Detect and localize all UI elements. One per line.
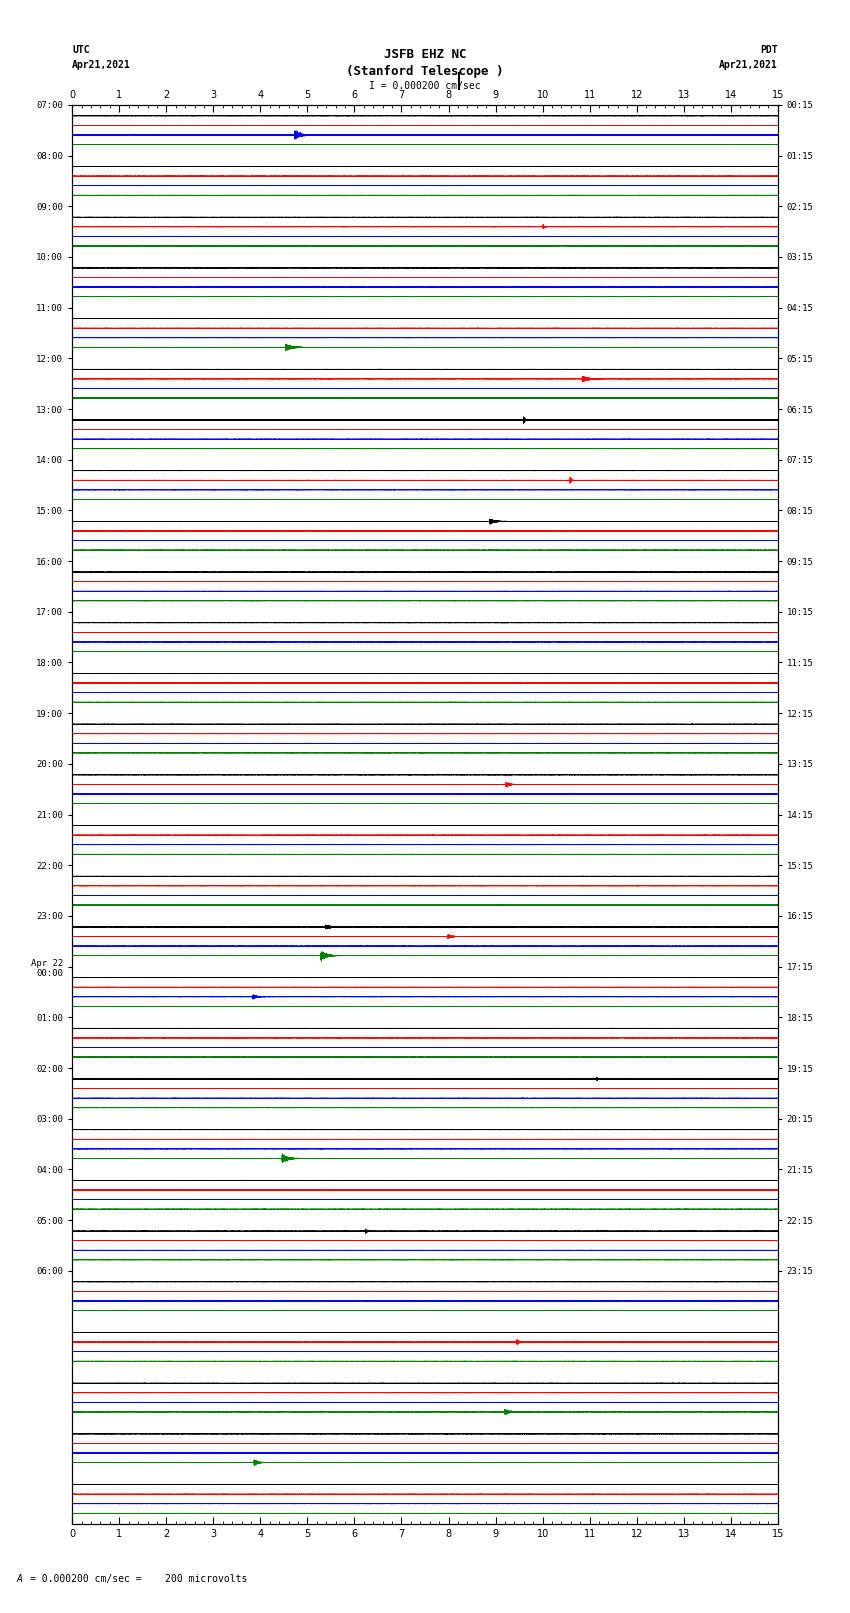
Text: I = 0.000200 cm/sec: I = 0.000200 cm/sec [369,81,481,90]
Text: = 0.000200 cm/sec =    200 microvolts: = 0.000200 cm/sec = 200 microvolts [30,1574,247,1584]
Text: A: A [17,1574,23,1584]
Text: JSFB EHZ NC: JSFB EHZ NC [383,48,467,61]
Text: (Stanford Telescope ): (Stanford Telescope ) [346,65,504,77]
Text: UTC: UTC [72,45,90,55]
Text: Apr21,2021: Apr21,2021 [72,60,131,69]
Text: Apr21,2021: Apr21,2021 [719,60,778,69]
Text: PDT: PDT [760,45,778,55]
